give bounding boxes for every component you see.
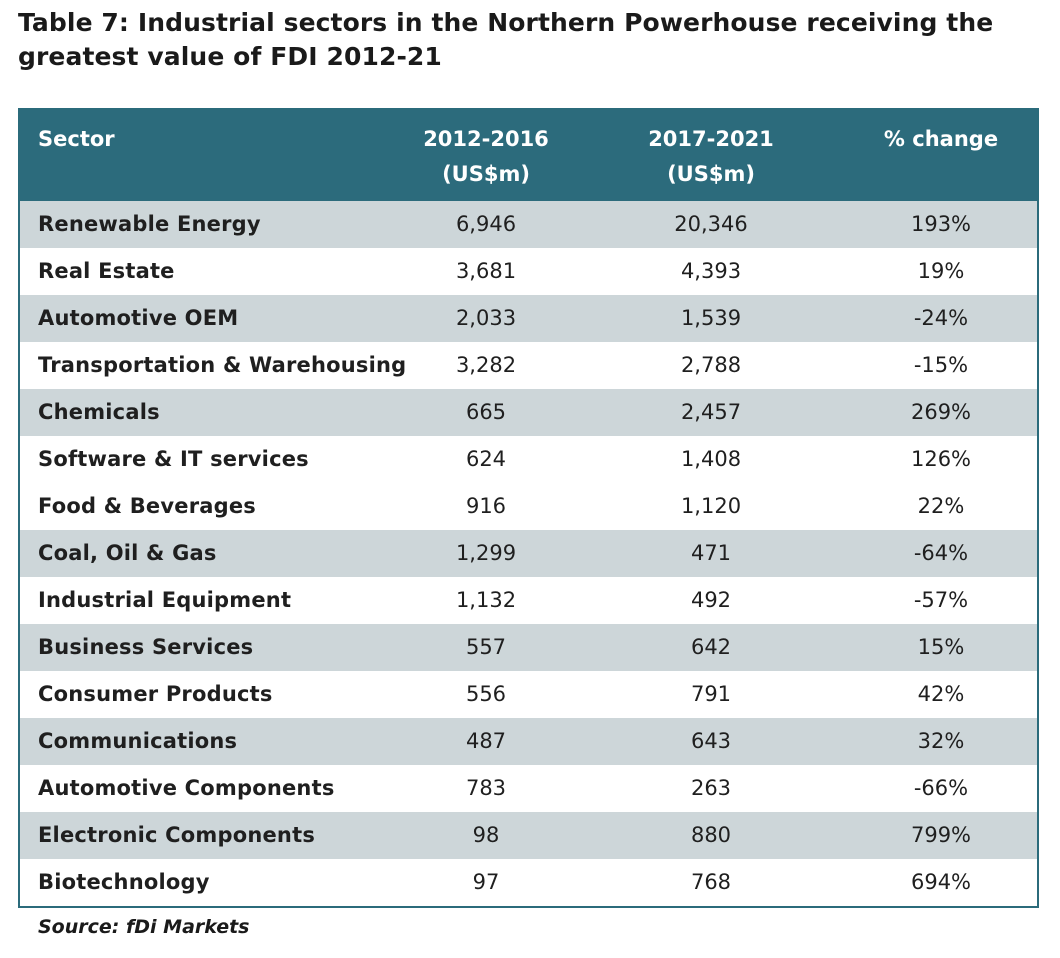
table-row: Chemicals 665 2,457 269%: [20, 389, 1037, 436]
table-row: Consumer Products 556 791 42%: [20, 671, 1037, 718]
cell-change: 19%: [917, 259, 965, 283]
header-change: % change: [883, 127, 999, 151]
cell-2012-2016: 557: [465, 635, 507, 659]
table-row: Electronic Components 98 880 799%: [20, 812, 1037, 859]
cell-2012-2016: 3,282: [455, 353, 517, 377]
cell-change: 22%: [917, 494, 965, 518]
cell-change: -66%: [913, 776, 969, 800]
cell-2012-2016: 916: [465, 494, 507, 518]
cell-sector: Transportation & Warehousing: [38, 353, 407, 377]
table-row: Communications 487 643 32%: [20, 718, 1037, 765]
cell-2017-2021: 4,393: [680, 259, 742, 283]
header-2012-2016-unit: (US$m): [442, 162, 530, 186]
cell-2017-2021: 20,346: [674, 212, 748, 236]
cell-sector: Renewable Energy: [38, 212, 261, 236]
cell-change: -24%: [913, 306, 969, 330]
header-sector: Sector: [38, 127, 115, 151]
table-row: Biotechnology 97 768 694%: [20, 859, 1037, 906]
cell-change: 126%: [910, 447, 972, 471]
cell-2012-2016: 3,681: [455, 259, 517, 283]
cell-sector: Communications: [38, 729, 238, 753]
cell-change: 193%: [910, 212, 972, 236]
cell-2017-2021: 1,539: [680, 306, 742, 330]
cell-2012-2016: 665: [465, 400, 507, 424]
table-header: Sector 2012-2016 (US$m) 2017-2021 (US$m)…: [20, 110, 1037, 201]
cell-change: 799%: [910, 823, 972, 847]
fdi-sector-table: Sector 2012-2016 (US$m) 2017-2021 (US$m)…: [18, 108, 1039, 908]
source-note: Source: fDi Markets: [38, 916, 250, 938]
cell-2012-2016: 97: [472, 870, 500, 894]
cell-2017-2021: 642: [690, 635, 732, 659]
cell-sector: Coal, Oil & Gas: [38, 541, 217, 565]
cell-2017-2021: 492: [690, 588, 732, 612]
cell-2012-2016: 6,946: [455, 212, 517, 236]
cell-sector: Consumer Products: [38, 682, 273, 706]
table-row: Food & Beverages 916 1,120 22%: [20, 483, 1037, 530]
cell-sector: Electronic Components: [38, 823, 316, 847]
cell-2017-2021: 2,457: [680, 400, 742, 424]
table-row: Real Estate 3,681 4,393 19%: [20, 248, 1037, 295]
cell-sector: Industrial Equipment: [38, 588, 292, 612]
cell-2017-2021: 880: [690, 823, 732, 847]
cell-2017-2021: 1,408: [680, 447, 742, 471]
cell-2012-2016: 487: [465, 729, 507, 753]
table-row: Industrial Equipment 1,132 492 -57%: [20, 577, 1037, 624]
cell-change: 15%: [917, 635, 965, 659]
cell-change: 42%: [917, 682, 965, 706]
cell-sector: Automotive Components: [38, 776, 335, 800]
header-2017-2021-unit: (US$m): [667, 162, 755, 186]
cell-2017-2021: 643: [690, 729, 732, 753]
cell-2017-2021: 2,788: [680, 353, 742, 377]
table-row: Software & IT services 624 1,408 126%: [20, 436, 1037, 483]
cell-change: 32%: [917, 729, 965, 753]
cell-2017-2021: 263: [690, 776, 732, 800]
cell-2012-2016: 556: [465, 682, 507, 706]
table-row: Coal, Oil & Gas 1,299 471 -64%: [20, 530, 1037, 577]
cell-change: 694%: [910, 870, 972, 894]
cell-sector: Real Estate: [38, 259, 175, 283]
table-title: Table 7: Industrial sectors in the North…: [18, 8, 994, 71]
cell-2017-2021: 1,120: [680, 494, 742, 518]
cell-sector: Biotechnology: [38, 870, 210, 894]
cell-sector: Automotive OEM: [38, 306, 239, 330]
cell-2017-2021: 791: [690, 682, 732, 706]
header-2017-2021: 2017-2021 (US$m): [625, 122, 797, 192]
cell-2012-2016: 98: [472, 823, 500, 847]
cell-sector: Software & IT services: [38, 447, 309, 471]
header-2012-2016: 2012-2016 (US$m): [400, 122, 572, 192]
cell-change: -15%: [913, 353, 969, 377]
cell-2012-2016: 1,132: [455, 588, 517, 612]
header-2012-2016-years: 2012-2016: [423, 127, 549, 151]
table-row: Business Services 557 642 15%: [20, 624, 1037, 671]
cell-2017-2021: 768: [690, 870, 732, 894]
cell-2012-2016: 783: [465, 776, 507, 800]
cell-2012-2016: 2,033: [455, 306, 517, 330]
header-2017-2021-years: 2017-2021: [648, 127, 774, 151]
cell-2017-2021: 471: [690, 541, 732, 565]
table-row: Automotive OEM 2,033 1,539 -24%: [20, 295, 1037, 342]
table-row: Transportation & Warehousing 3,282 2,788…: [20, 342, 1037, 389]
table-row: Renewable Energy 6,946 20,346 193%: [20, 201, 1037, 248]
table-body: Renewable Energy 6,946 20,346 193% Real …: [20, 201, 1037, 906]
cell-change: -57%: [913, 588, 969, 612]
cell-change: 269%: [910, 400, 972, 424]
cell-sector: Food & Beverages: [38, 494, 256, 518]
cell-sector: Business Services: [38, 635, 254, 659]
cell-2012-2016: 1,299: [455, 541, 517, 565]
cell-change: -64%: [913, 541, 969, 565]
table-row: Automotive Components 783 263 -66%: [20, 765, 1037, 812]
cell-2012-2016: 624: [465, 447, 507, 471]
cell-sector: Chemicals: [38, 400, 160, 424]
